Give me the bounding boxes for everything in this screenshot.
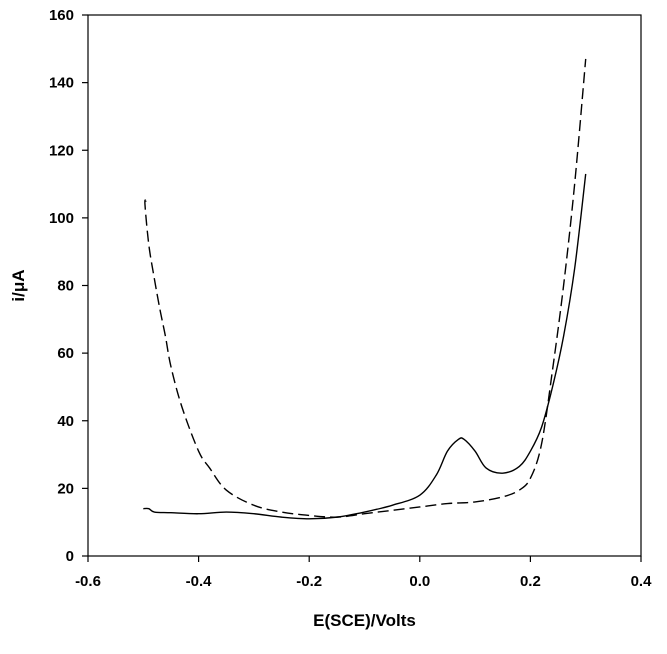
x-tick-label: -0.4 — [186, 573, 213, 590]
y-tick-label: 80 — [57, 278, 74, 295]
y-tick-label: 60 — [57, 345, 74, 362]
series-line-solid — [143, 173, 587, 520]
y-axis-title: i/μA — [9, 269, 28, 301]
x-tick-label: -0.2 — [296, 573, 322, 590]
ticks: -0.6 -0.4 -0.2 0.0 0.2 0.4 0 20 40 60 80 100 120 140 1… — [49, 7, 652, 590]
y-tick-label: 160 — [49, 7, 74, 24]
y-tick-label: 0 — [66, 548, 74, 565]
axes — [87, 14, 642, 557]
y-tick-label: 20 — [57, 480, 74, 497]
plot-frame — [87, 14, 642, 557]
series-layer — [143, 58, 587, 520]
x-tick-label: 0.4 — [631, 573, 653, 590]
y-tick-label: 140 — [49, 75, 74, 92]
x-tick-label: 0.2 — [520, 573, 541, 590]
y-tick-label: 100 — [49, 210, 74, 227]
y-tick-label: 120 — [49, 142, 74, 159]
x-tick-label: -0.6 — [75, 573, 101, 590]
series-line-dashed — [144, 58, 587, 518]
x-tick-label: 0.0 — [409, 573, 430, 590]
y-tick-label: 40 — [57, 413, 74, 430]
x-axis-title: E(SCE)/Volts — [313, 611, 416, 630]
